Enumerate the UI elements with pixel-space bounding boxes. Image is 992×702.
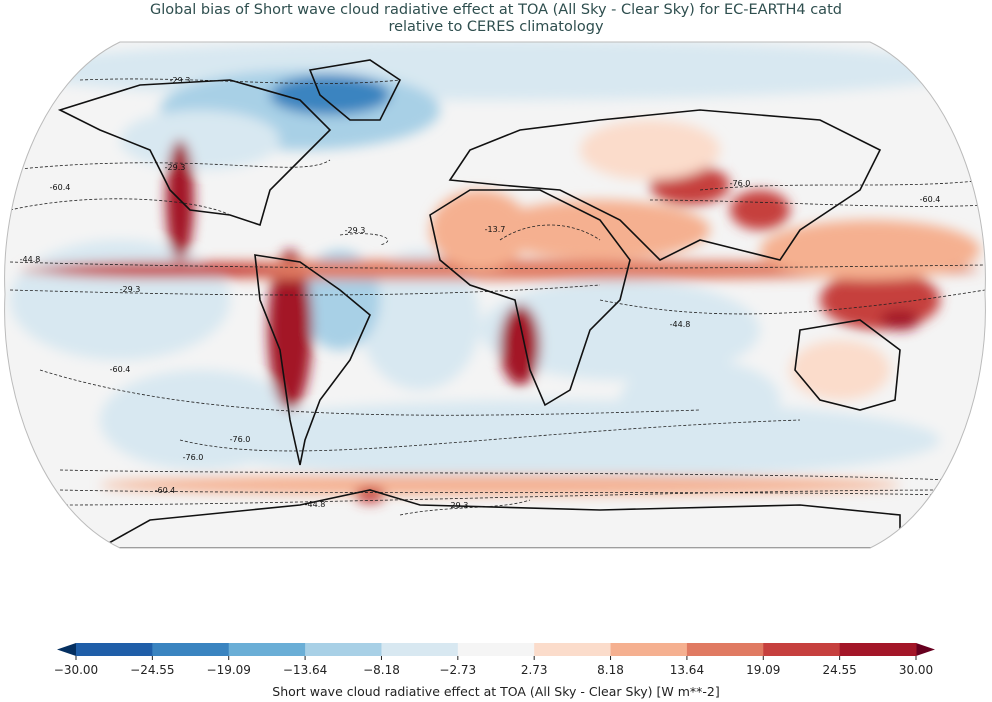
bias-region — [268, 250, 312, 410]
contour-label: -60.4 — [110, 365, 131, 374]
contour-label: -60.4 — [155, 486, 176, 495]
contour-label: -76.0 — [730, 179, 751, 188]
bias-region — [580, 120, 720, 180]
contour-label: -44.8 — [20, 255, 41, 264]
contour-line — [39, 369, 701, 416]
contour-label: -44.8 — [305, 500, 326, 509]
colorbar-bin — [839, 643, 917, 656]
colorbar: −30.00 −24.55 −19.09 −13.64 −8.18 −2.73 2.73 8.… — [54, 643, 935, 677]
colorbar-bin — [152, 643, 230, 656]
bias-region — [270, 75, 390, 115]
coastline — [96, 489, 901, 548]
contour-label: -76.0 — [230, 435, 251, 444]
contour-label: -29.3 — [448, 501, 469, 510]
colorbar-bin — [381, 643, 459, 656]
colorbar-extend-low — [57, 643, 76, 656]
contour-line — [9, 159, 331, 171]
contour-line — [9, 198, 231, 216]
map-border — [4, 41, 986, 549]
contour-label: -60.4 — [920, 195, 941, 204]
colorbar-bin — [457, 643, 535, 656]
bias-region — [480, 280, 760, 380]
chart-subtitle: relative to CERES climatology — [388, 19, 604, 35]
colorbar-tick-label: −8.18 — [363, 663, 400, 677]
contour-line — [179, 419, 801, 452]
bias-region — [40, 262, 280, 278]
colorbar-label: Short wave cloud radiative effect at TOA… — [272, 684, 720, 699]
contour-line — [399, 499, 531, 516]
contour-label: -76.0 — [183, 453, 204, 462]
contour-line — [9, 261, 986, 269]
coastline — [57, 79, 332, 227]
bias-region — [620, 360, 780, 440]
bias-region — [15, 42, 975, 100]
coastline — [308, 59, 402, 121]
colorbar-tick-label: 2.73 — [521, 663, 548, 677]
bias-region — [730, 190, 790, 230]
bias-region — [430, 190, 530, 270]
bias-region — [100, 370, 300, 470]
coastline — [448, 109, 882, 261]
colorbar-bin — [228, 643, 306, 656]
bias-region — [20, 260, 980, 280]
coastline — [794, 319, 901, 411]
colorbar-tick-label: −24.55 — [130, 663, 174, 677]
colorbar-tick-label: 13.64 — [670, 663, 704, 677]
colorbar-tick-label: −13.64 — [283, 663, 327, 677]
coastline — [429, 189, 631, 407]
contour-label: -29.3 — [120, 285, 141, 294]
bias-region — [880, 310, 920, 330]
colorbar-bin — [610, 643, 688, 656]
contour-line — [599, 289, 986, 315]
bias-region — [360, 250, 480, 390]
bias-region — [10, 240, 230, 360]
contour-line — [9, 284, 601, 296]
colorbar-bin — [76, 643, 153, 656]
bias-region — [790, 340, 890, 400]
contour-line — [59, 489, 951, 496]
contour-label: -29.3 — [345, 226, 366, 235]
contour-label: -29.3 — [165, 163, 186, 172]
colorbar-tick-label: 19.09 — [746, 663, 780, 677]
contour-label: -60.4 — [50, 183, 71, 192]
contour-line — [499, 224, 601, 241]
colorbar-tick-label: −30.00 — [54, 663, 98, 677]
colorbar-tick-label: −2.73 — [439, 663, 476, 677]
bias-region — [490, 200, 710, 260]
contour-label: -29.3 — [170, 76, 191, 85]
colorbar-bin — [686, 643, 764, 656]
contour-line — [59, 489, 951, 506]
contour-line — [79, 78, 401, 84]
bias-region — [100, 475, 900, 495]
bias-region — [500, 305, 540, 385]
contour-line — [339, 233, 389, 246]
contour-line — [699, 179, 986, 191]
colorbar-tick-label: 24.55 — [822, 663, 856, 677]
contour-label: -44.8 — [670, 320, 691, 329]
bias-region — [760, 220, 980, 280]
contour-line — [59, 469, 951, 481]
colorbar-tick-label: 8.18 — [597, 663, 624, 677]
colorbar-bin — [534, 643, 612, 656]
colorbar-bin — [305, 643, 382, 656]
bias-region — [120, 110, 280, 170]
map-area: -29.3 -60.4 -44.8 -29.3 -29.3 -44.8 -76.0 -60.4… — [4, 42, 986, 548]
colorbar-extend-high — [916, 643, 935, 656]
colorbar-tick-label: 30.00 — [899, 663, 933, 677]
coastline — [254, 254, 371, 466]
chart-title: Global bias of Short wave cloud radiativ… — [150, 2, 842, 18]
colorbar-tick-label: −19.09 — [207, 663, 251, 677]
colorbar-bin — [763, 643, 841, 656]
contour-line — [649, 199, 986, 207]
contour-label: -13.7 — [485, 225, 506, 234]
